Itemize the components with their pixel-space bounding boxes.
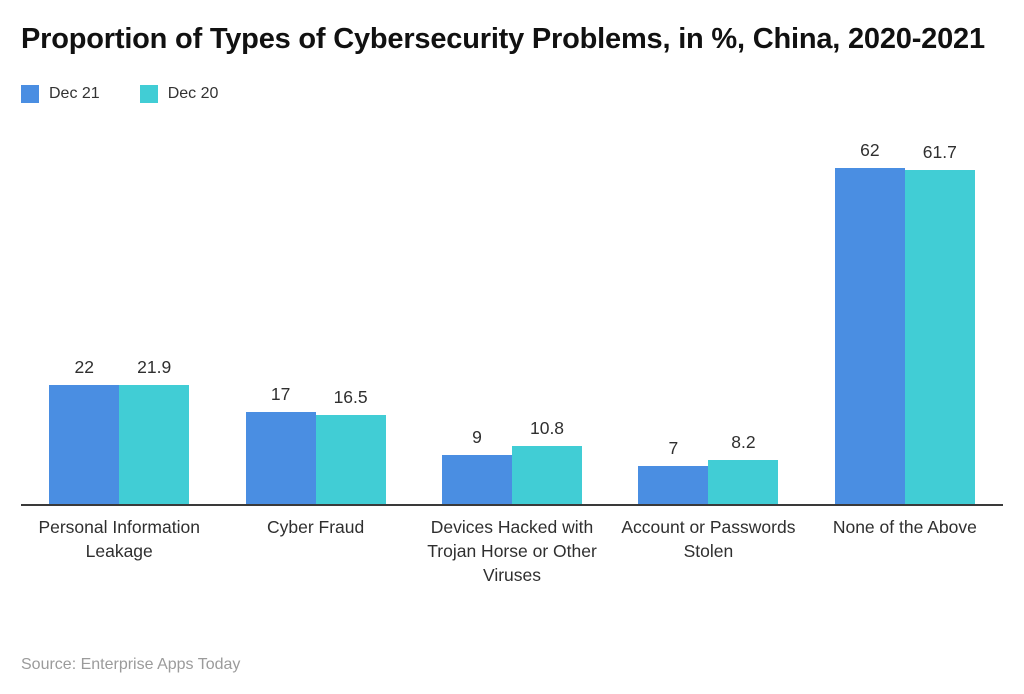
bar-value-label: 8.2 [731, 431, 756, 452]
bar-dec-21-devices-hacked-with-trojan-horse-or-other-viruses: 9 [442, 427, 513, 504]
bar-value-label: 22 [74, 356, 94, 377]
bar-value-label: 17 [270, 383, 291, 404]
bar-value-label: 10.8 [529, 417, 565, 438]
bar-value-label: 9 [472, 427, 482, 448]
category-label-cyber-fraud: Cyber Fraud [266, 517, 365, 537]
bar-group-personal-information-leakage: 22 21.9 [21, 121, 217, 504]
bar-value-label: 21.9 [137, 357, 172, 378]
source-note: Source: Enterprise Apps Today [21, 656, 241, 673]
bar-group-account-or-passwords-stolen: 7 8.2 [610, 121, 806, 504]
legend: Dec 21 Dec 20 [21, 85, 1003, 103]
category-label-account-or-passwords-stolen: Account or Passwords Stolen [621, 517, 796, 561]
category-label-none-of-the-above: None of the Above [832, 517, 977, 537]
bar-dec-20-devices-hacked-with-trojan-horse-or-other-viruses: 10.8 [512, 418, 583, 504]
legend-label: Dec 20 [167, 85, 219, 102]
legend-swatch-dec-20 [139, 85, 158, 103]
bar-group-cyber-fraud: 17 16.5 [217, 121, 413, 504]
bar-value-label: 61.7 [922, 141, 957, 162]
bar-value-label: 16.5 [333, 386, 368, 407]
bar-value-label: 62 [860, 140, 880, 160]
chart-container: Proportion of Types of Cybersecurity Pro… [21, 23, 1003, 587]
legend-label: Dec 21 [49, 85, 100, 102]
bar-dec-20-none-of-the-above: 61.7 [904, 142, 975, 504]
bar-dec-20-personal-information-leakage: 21.9 [119, 357, 190, 504]
legend-swatch-dec-21 [21, 85, 39, 103]
bar-dec-21-account-or-passwords-stolen: 7 [638, 438, 709, 504]
bar-dec-21-cyber-fraud: 17 [245, 384, 316, 504]
plot-area: 22 21.9 17 16.5 9 10.8 7 8.2 62 61.7 [21, 121, 1003, 506]
category-label-personal-information-leakage: Personal Information Leakage [38, 517, 200, 561]
bar-dec-21-personal-information-leakage: 22 [49, 357, 120, 504]
bar-group-devices-hacked-with-trojan-horse-or-other-viruses: 9 10.8 [414, 121, 610, 504]
legend-item-dec-20: Dec 20 [139, 85, 219, 103]
chart-title: Proportion of Types of Cybersecurity Pro… [21, 23, 985, 55]
legend-item-dec-21: Dec 21 [21, 85, 100, 103]
category-axis-labels: Personal Information Leakage Cyber Fraud D… [21, 515, 1003, 587]
bar-dec-20-cyber-fraud: 16.5 [315, 387, 386, 504]
bar-dec-20-account-or-passwords-stolen: 8.2 [708, 432, 779, 504]
bar-group-none-of-the-above: 62 61.7 [807, 121, 1003, 504]
category-label-devices-hacked-with-trojan-horse-or-other-viruses: Devices Hacked with Trojan Horse or Othe… [427, 517, 597, 585]
bar-value-label: 7 [668, 438, 679, 459]
bar-dec-21-none-of-the-above: 62 [834, 140, 905, 504]
